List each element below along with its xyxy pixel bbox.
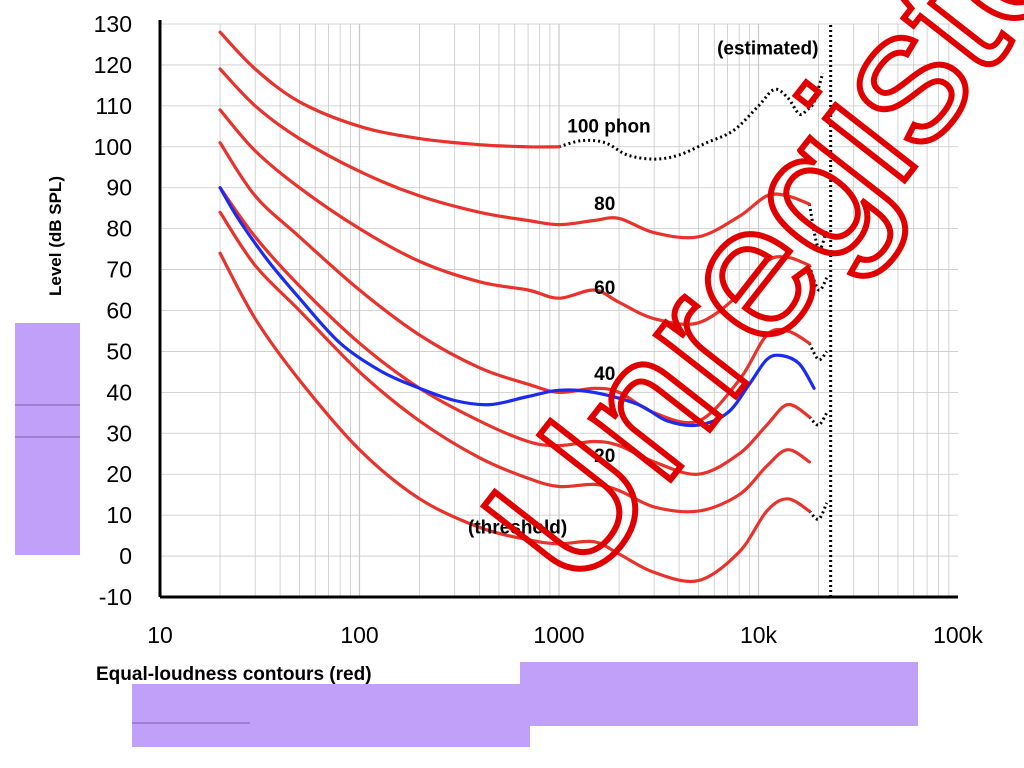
estimated-segment: [808, 411, 829, 427]
estimated-segment: [808, 502, 829, 521]
contour-annotation: (threshold): [468, 518, 567, 539]
y-tick-label: 110: [95, 93, 132, 119]
contour-annotation: 20: [594, 446, 615, 467]
loudness-contour: [218, 30, 561, 149]
contour-annotation: 60: [594, 278, 615, 299]
y-tick-label: -10: [99, 584, 132, 610]
x-tick-label: 1000: [533, 622, 584, 648]
y-tick-label: 40: [106, 379, 132, 405]
contour-annotation: 80: [594, 194, 615, 215]
y-tick-label: 100: [94, 134, 132, 160]
x-tick-label: 100: [340, 622, 378, 648]
x-tick-label: 10k: [740, 622, 778, 648]
overlay-box-bottom-left: [132, 684, 530, 747]
y-axis-label: Level (dB SPL): [46, 176, 65, 296]
y-tick-label: 90: [106, 175, 132, 201]
loudness-contour: [218, 210, 811, 514]
loudness-contour: [218, 67, 811, 240]
grid: [160, 23, 958, 598]
overlays: [15, 323, 918, 747]
estimated-segment: [807, 203, 829, 252]
y-tick-label: 80: [106, 216, 132, 242]
y-tick-label: 120: [94, 52, 132, 78]
contour-annotation: (estimated): [717, 39, 818, 60]
loudness-contour: [218, 251, 811, 584]
estimated-segment: [558, 72, 825, 161]
y-tick-label: 0: [119, 543, 132, 569]
axes: [158, 20, 958, 599]
y-tick-label: 130: [94, 11, 132, 37]
estimated-segment: [807, 264, 829, 292]
loudness-contour: [218, 141, 811, 425]
annotations: (estimated) 100 phon 80 60 40 20 (threshold): [468, 39, 818, 539]
contour-annotation: 40: [594, 364, 615, 385]
watermark-text: Unregistered: [443, 0, 1024, 623]
y-tick-label: 70: [106, 257, 132, 283]
y-tick-label: 60: [106, 298, 132, 324]
y-tick-label: 50: [106, 338, 132, 364]
y-tick-label: 30: [106, 420, 132, 446]
overlay-box-bottom-right: [520, 662, 918, 726]
x-tick-label: 100k: [933, 622, 983, 648]
contour-annotation: 100 phon: [567, 116, 650, 137]
loudness-contour: [218, 108, 811, 326]
overlay-box-left: [15, 323, 80, 555]
reference-curve: [218, 186, 816, 428]
loudness-contour: [218, 186, 811, 476]
series-layer: [218, 24, 833, 597]
x-axis-label: Equal-loudness contours (red): [96, 664, 372, 685]
y-tick-label: 20: [106, 461, 132, 487]
x-tick-label: 10: [147, 622, 173, 648]
y-tick-label: 10: [106, 502, 132, 528]
